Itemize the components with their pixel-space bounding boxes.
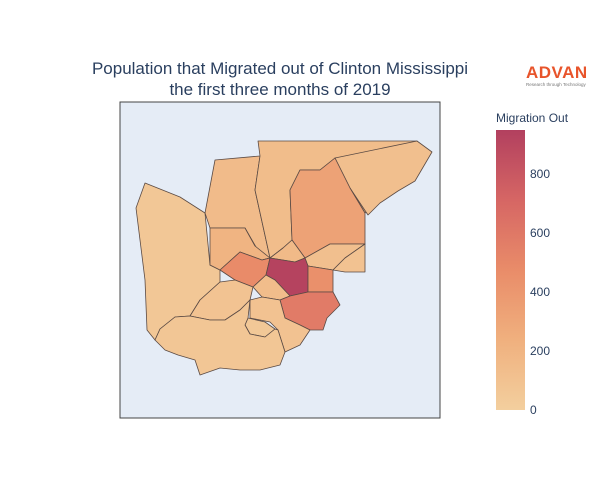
- colorbar-tick-800: 800: [530, 167, 551, 182]
- chart-title: Population that Migrated out of Clinton …: [30, 58, 530, 100]
- colorbar-tick-400: 400: [530, 285, 551, 300]
- region-right-of-center[interactable]: [307, 265, 334, 293]
- region-south[interactable]: [154, 299, 286, 376]
- logo-wordmark: ADVAN: [526, 63, 588, 82]
- chart-title-line-2: the first three months of 2019: [169, 80, 391, 99]
- region-far-east[interactable]: [332, 243, 366, 273]
- region-south-mid[interactable]: [249, 296, 311, 353]
- advan-logo: ADVAN Research through Technology: [526, 64, 596, 88]
- colorbar-tick-0: 0: [530, 403, 537, 417]
- chart-title-line-1: Population that Migrated out of Clinton …: [91, 59, 469, 78]
- colorbar-tick-600: 600: [530, 226, 551, 241]
- logo-tagline: Research through Technology: [526, 82, 586, 87]
- colorbar-tick-200: 200: [530, 344, 551, 359]
- colorbar-title: Migration Out: [496, 111, 569, 125]
- map-regions: [135, 140, 433, 376]
- colorbar: [496, 130, 525, 410]
